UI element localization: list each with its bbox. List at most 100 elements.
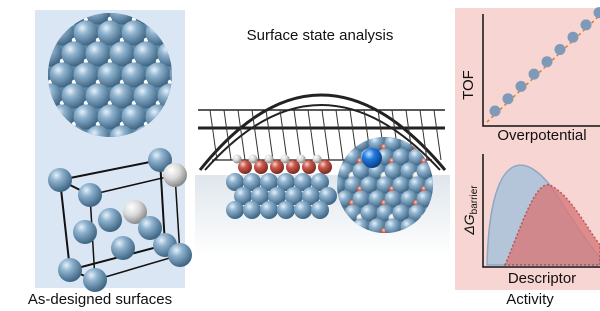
adatom [362, 148, 382, 168]
atom [260, 201, 278, 219]
point [542, 56, 553, 67]
graphical-abstract: As-designed surfaces Surface state analy… [0, 0, 600, 311]
adsorbate [445, 144, 454, 153]
atom [86, 84, 111, 109]
atom [277, 201, 295, 219]
atom [73, 220, 97, 244]
center-title: Surface state analysis [247, 27, 394, 44]
atom [311, 201, 329, 219]
atom [111, 236, 135, 260]
atom [2, 21, 27, 46]
atom [226, 201, 244, 219]
hollow-site [228, 17, 232, 21]
atom [243, 201, 261, 219]
atom [74, 0, 99, 4]
atom [26, 0, 51, 4]
atom [122, 21, 147, 46]
atom [182, 84, 207, 109]
atom [14, 84, 39, 109]
hollow-site [192, 38, 196, 42]
adsorbate [249, 155, 258, 164]
y-axis-label-main: ΔG [461, 214, 477, 235]
hollow-site [204, 17, 208, 21]
point [581, 19, 592, 30]
strut [322, 110, 329, 160]
point [516, 81, 527, 92]
atom [48, 168, 72, 192]
hollow-site [24, 164, 28, 168]
x-axis-label: Descriptor [508, 270, 576, 287]
atom [206, 42, 231, 67]
hollow-site [216, 38, 220, 42]
atom [163, 163, 187, 187]
hollow-site [204, 101, 208, 105]
y-axis-label-subscript: barrier [469, 185, 480, 215]
adsorbate [281, 155, 290, 164]
hollow-site [24, 80, 28, 84]
strut [238, 110, 245, 160]
point [555, 44, 566, 55]
atom [206, 84, 231, 109]
hollow-site [204, 143, 208, 147]
atom [122, 0, 147, 4]
atom [74, 63, 99, 88]
hollow-site [24, 38, 28, 42]
atom [62, 42, 87, 67]
x-axis-label: Overpotential [497, 127, 586, 144]
atom [146, 63, 171, 88]
atom [294, 201, 312, 219]
atom [98, 105, 123, 130]
hollow-site [24, 122, 28, 126]
atom [194, 105, 219, 130]
atom [206, 0, 231, 25]
atom [122, 105, 147, 130]
right-caption: Activity [506, 291, 554, 308]
adsorbate [313, 155, 322, 164]
atom [14, 126, 39, 151]
atom [14, 42, 39, 67]
atom [83, 268, 107, 292]
hollow-site [216, 80, 220, 84]
hollow-site [216, 164, 220, 168]
atom [78, 183, 102, 207]
atom [182, 0, 207, 25]
atom [62, 84, 87, 109]
hollow-site [228, 101, 232, 105]
left-caption: As-designed surfaces [28, 291, 172, 308]
strut [280, 110, 287, 160]
strut [224, 110, 231, 160]
strut [294, 110, 301, 160]
atom [110, 42, 135, 67]
atom [86, 42, 111, 67]
adsorbate [233, 155, 242, 164]
hollow-site [216, 122, 220, 126]
adsorbate [297, 155, 306, 164]
atom [2, 105, 27, 130]
hollow-site [204, 59, 208, 63]
y-axis-label: TOF [460, 70, 477, 100]
atom [2, 0, 27, 4]
hollow-site [192, 164, 196, 168]
atom [182, 42, 207, 67]
point [529, 69, 540, 80]
strut [308, 110, 315, 160]
atom [2, 63, 27, 88]
atom [74, 105, 99, 130]
point [503, 93, 514, 104]
atom [170, 0, 195, 4]
hollow-site [228, 59, 232, 63]
atom [194, 21, 219, 46]
atom [58, 258, 82, 282]
strut [336, 110, 343, 160]
atom [14, 0, 39, 25]
atom [2, 147, 27, 172]
strut [434, 110, 441, 160]
atom [122, 63, 147, 88]
atom [50, 63, 75, 88]
adsorbate [265, 155, 274, 164]
atom [134, 84, 159, 109]
atom [194, 63, 219, 88]
point [490, 106, 501, 117]
atom [98, 21, 123, 46]
atom [74, 21, 99, 46]
